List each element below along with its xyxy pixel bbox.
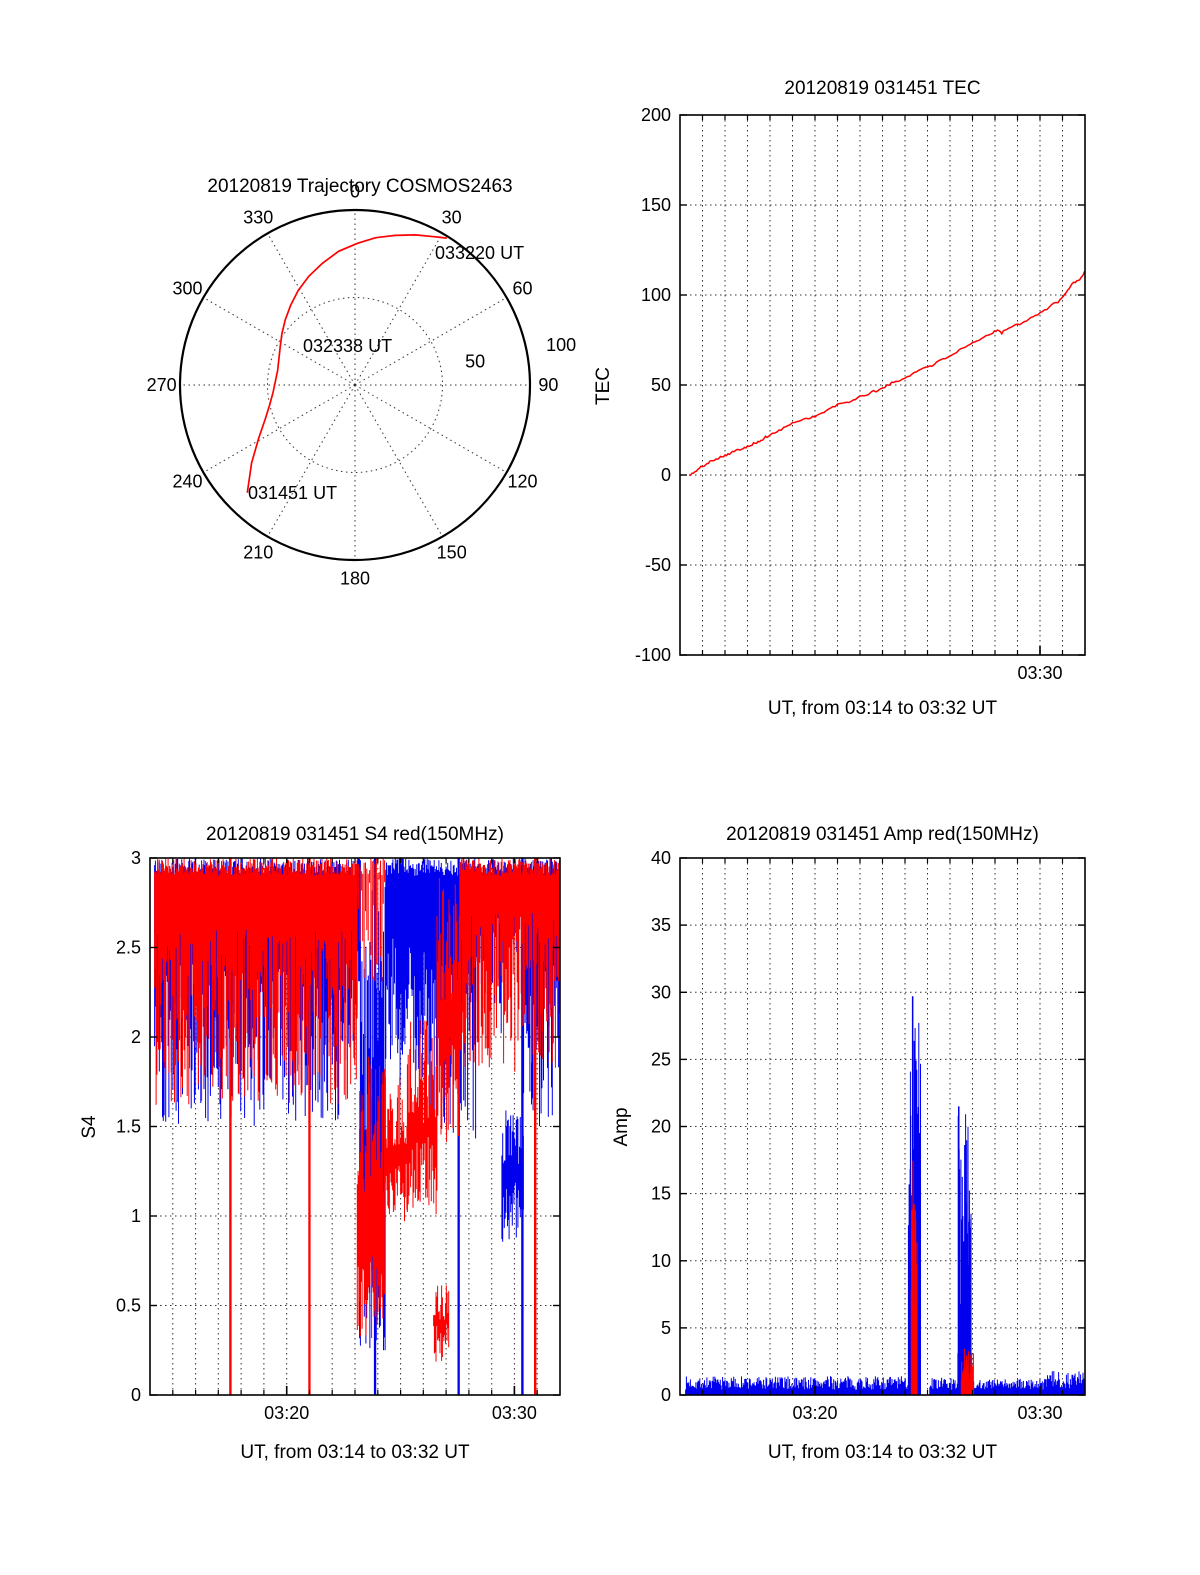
grid: [680, 115, 1085, 655]
x-axis-label: UT, from 03:14 to 03:32 UT: [767, 1442, 998, 1463]
trajectory-polar-chart: 20120819 Trajectory COSMOS2463 0 30 60 90 12…: [120, 160, 600, 640]
azimuth-tick-label: 270: [147, 375, 177, 395]
s4-chart: 20120819 031451 S4 red(150MHz) S4 0 0.5 1 1…: [79, 810, 600, 1500]
tec-chart: 20120819 031451 TEC TEC -100 -50 0 50 100 150…: [593, 70, 1120, 760]
azimuth-tick-label: 120: [507, 472, 537, 492]
series-group: [688, 270, 1086, 477]
radial-tick-label: 50: [465, 352, 485, 372]
y-tick-label: -100: [635, 645, 671, 665]
y-tick-label: 15: [651, 1184, 671, 1204]
series-group: [685, 996, 1086, 1395]
axes: -100 -50 0 50 100 150 200 03:30: [635, 105, 1086, 683]
axes: 0 0.5 1 1.5 2 2.5 3 03:20 03:30: [116, 848, 561, 1423]
y-tick-label: 150: [641, 195, 671, 215]
y-tick-label: 100: [641, 285, 671, 305]
series-400MHz-blue: [685, 996, 1086, 1395]
x-tick-label: 03:20: [792, 1403, 837, 1423]
y-tick-label: 35: [651, 915, 671, 935]
x-tick-label: 03:20: [264, 1403, 309, 1423]
series-150MHz-red: [910, 1161, 974, 1395]
y-tick-label: 1.5: [116, 1117, 141, 1137]
x-axis-label: UT, from 03:14 to 03:32 UT: [240, 1442, 470, 1463]
time-annotation: 033220 UT: [435, 243, 524, 263]
y-tick-label: 0: [661, 465, 671, 485]
azimuth-tick-label: 90: [538, 375, 558, 395]
azimuth-tick-label: 240: [172, 472, 202, 492]
x-tick-label: 03:30: [492, 1403, 537, 1423]
y-tick-label: 0: [661, 1385, 671, 1405]
trajectory-line: [246, 234, 447, 493]
x-tick-label: 03:30: [1017, 663, 1062, 683]
azimuth-tick-label: 300: [172, 278, 202, 298]
y-tick-label: 10: [651, 1251, 671, 1271]
chart-title: 20120819 031451 S4 red(150MHz): [206, 824, 504, 845]
chart-title: 20120819 Trajectory COSMOS2463: [207, 176, 513, 197]
series-150MHz-red: [154, 858, 560, 1395]
grid: [680, 858, 1085, 1395]
y-tick-label: 200: [641, 105, 671, 125]
y-tick-label: 0: [131, 1385, 141, 1405]
y-tick-label: 25: [651, 1049, 671, 1069]
y-tick-label: 3: [131, 848, 141, 868]
azimuth-tick-label: 30: [442, 208, 462, 228]
amp-plot: 0 5 10 15 20 25 30 35 40 03:20 03:30: [651, 848, 1086, 1423]
y-tick-label: 50: [651, 375, 671, 395]
tec-plot: -100 -50 0 50 100 150 200 03:30: [635, 105, 1086, 683]
radial-tick-label: 100: [546, 335, 576, 355]
azimuth-tick-label: 210: [243, 543, 273, 563]
y-tick-label: 20: [651, 1117, 671, 1137]
y-tick-label: 0.5: [116, 1296, 141, 1316]
y-tick-label: 30: [651, 982, 671, 1002]
azimuth-tick-label: 0: [350, 182, 360, 202]
polar-outline: [178, 208, 532, 562]
y-tick-label: 5: [661, 1318, 671, 1338]
chart-title: 20120819 031451 Amp red(150MHz): [726, 824, 1039, 845]
time-annotation: 032338 UT: [303, 336, 392, 356]
azimuth-tick-label: 60: [512, 278, 532, 298]
azimuth-tick-label: 150: [437, 543, 467, 563]
x-tick-label: 03:30: [1017, 1403, 1062, 1423]
series-group: [154, 858, 560, 1395]
azimuth-tick-label: 180: [340, 568, 370, 588]
y-tick-label: -50: [645, 555, 671, 575]
time-annotation: 031451 UT: [248, 483, 337, 503]
amp-chart: 20120819 031451 Amp red(150MHz) Amp 0 5 10…: [600, 810, 1120, 1500]
s4-plot: 0 0.5 1 1.5 2 2.5 3 03:20 03:30: [116, 848, 561, 1423]
trajectory-polar-plot: 0 30 60 90 120 150 180 210 240 270 300 330 50 100 0332…: [147, 182, 577, 589]
x-axis-label: UT, from 03:14 to 03:32 UT: [767, 698, 998, 719]
chart-title: 20120819 031451 TEC: [784, 78, 981, 99]
y-tick-label: 40: [651, 848, 671, 868]
polar-grid: 0 30 60 90 120 150 180 210 240 270 300 330 50 100: [147, 182, 577, 589]
y-tick-label: 1: [131, 1206, 141, 1226]
y-tick-label: 2.5: [116, 938, 141, 958]
axes: 0 5 10 15 20 25 30 35 40 03:20 03:30: [651, 848, 1086, 1423]
azimuth-tick-label: 330: [243, 208, 273, 228]
series-TEC: [688, 270, 1086, 477]
y-tick-label: 2: [131, 1027, 141, 1047]
